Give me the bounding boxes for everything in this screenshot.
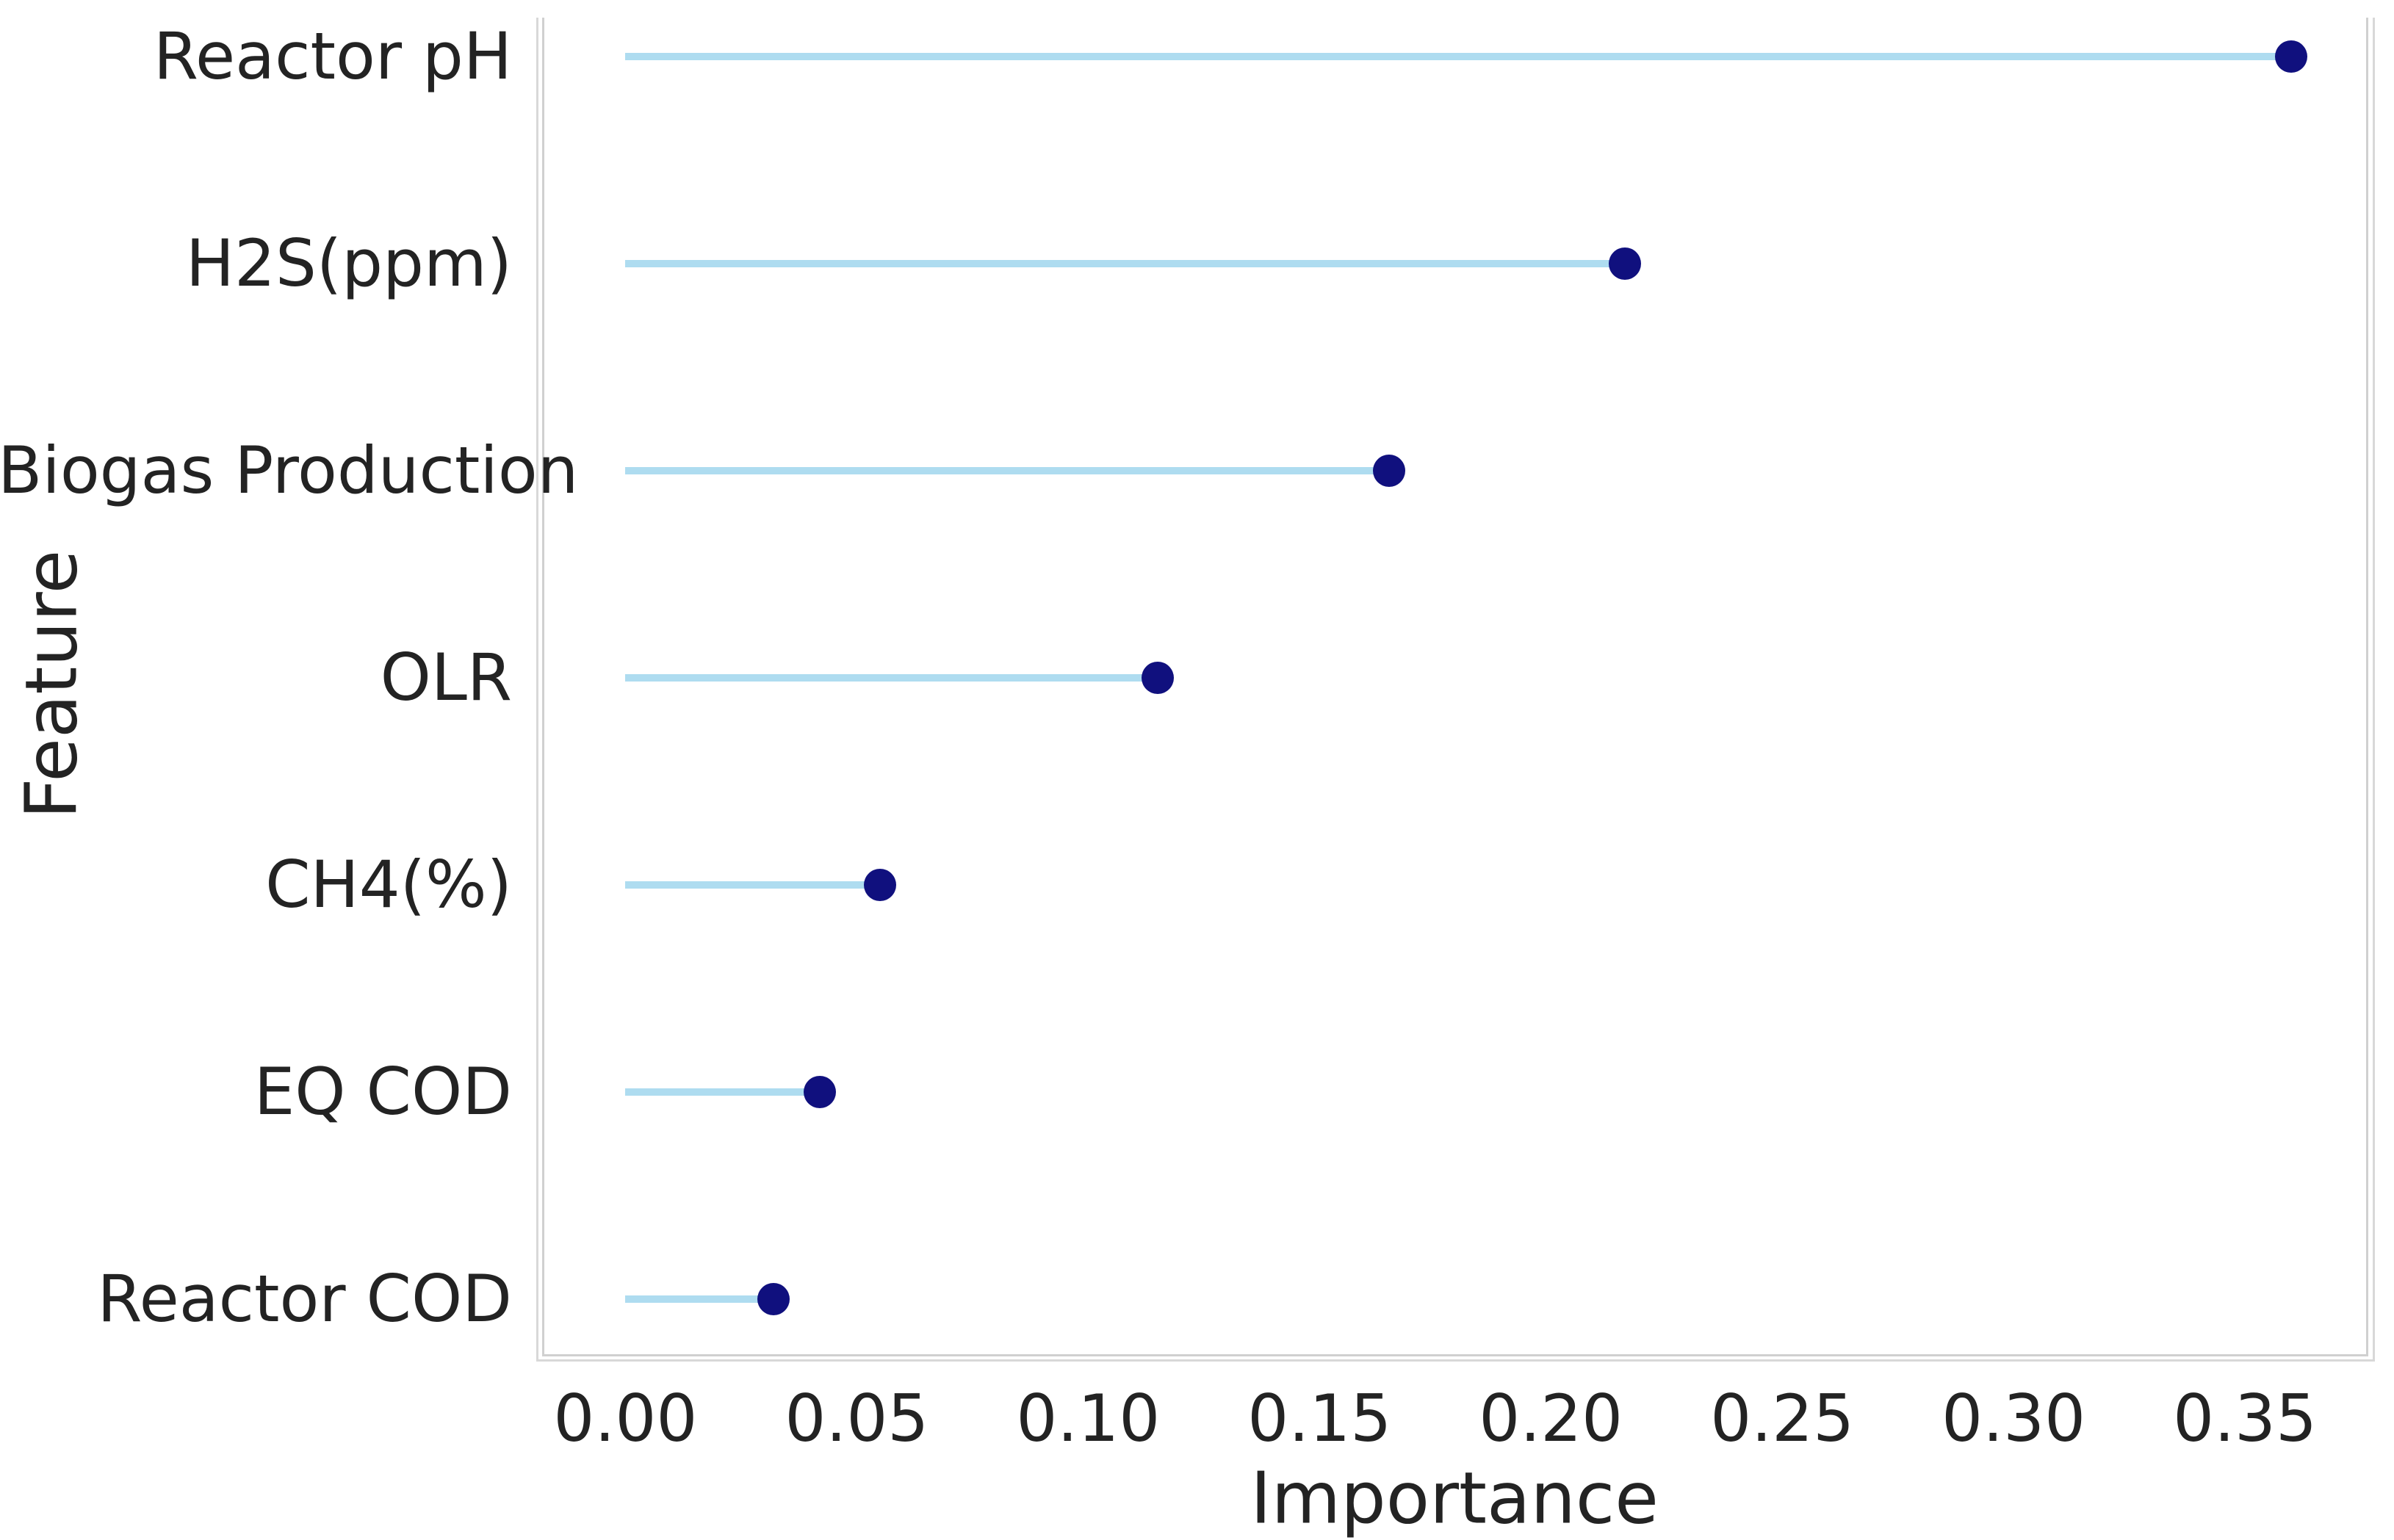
x-tick-label: 0.30: [1941, 1381, 2086, 1456]
y-tick-label: CH4(%): [265, 847, 512, 922]
x-tick-label: 0.20: [1479, 1381, 1623, 1456]
lollipop-dot-H2S(ppm): [1608, 247, 1641, 280]
plot-border-outer: [536, 18, 2375, 1362]
stem-Biogas Production: [625, 467, 1389, 474]
x-tick-label: 0.25: [1710, 1381, 1855, 1456]
x-axis-title: Importance: [1250, 1456, 1659, 1540]
lollipop-dot-Reactor COD: [757, 1283, 790, 1315]
lollipop-dot-CH4(%): [863, 869, 896, 901]
x-tick-label: 0.00: [553, 1381, 698, 1456]
y-tick-label: H2S(ppm): [185, 225, 512, 301]
stem-OLR: [625, 674, 1158, 682]
x-tick-label: 0.35: [2173, 1381, 2318, 1456]
plot-border-inner: [542, 18, 2368, 1356]
y-tick-label: OLR: [380, 640, 512, 715]
y-tick-label: Reactor COD: [97, 1261, 512, 1337]
y-tick-label: EQ COD: [253, 1054, 512, 1129]
stem-Reactor pH: [625, 53, 2292, 60]
x-tick-label: 0.10: [1016, 1381, 1161, 1456]
stem-Reactor COD: [625, 1295, 774, 1303]
x-tick-label: 0.05: [785, 1381, 929, 1456]
y-tick-label: Biogas Production: [0, 433, 579, 508]
lollipop-dot-EQ COD: [803, 1076, 836, 1108]
lollipop-dot-OLR: [1141, 662, 1174, 694]
x-tick-label: 0.15: [1247, 1381, 1392, 1456]
stem-EQ COD: [625, 1088, 820, 1096]
lollipop-dot-Biogas Production: [1372, 455, 1405, 487]
y-axis-title: Feature: [10, 549, 93, 820]
lollipop-dot-Reactor pH: [2275, 40, 2308, 73]
stem-H2S(ppm): [625, 260, 1625, 267]
y-tick-label: Reactor pH: [153, 18, 512, 94]
stem-CH4(%): [625, 881, 880, 889]
